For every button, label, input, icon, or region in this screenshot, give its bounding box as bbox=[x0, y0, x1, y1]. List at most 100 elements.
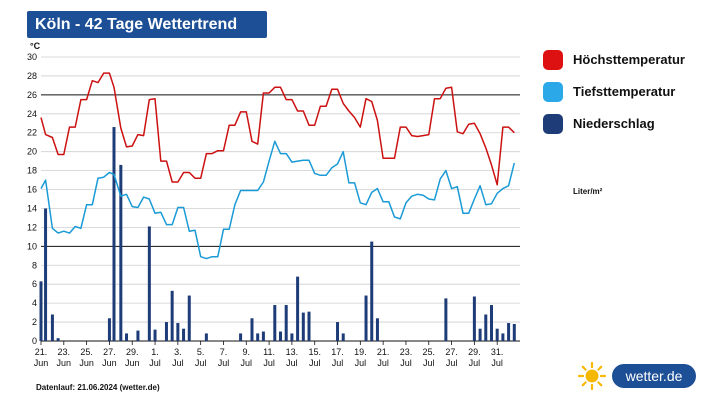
sun-icon bbox=[577, 361, 607, 391]
x-tick-label-day: 9. bbox=[243, 347, 251, 357]
legend-item-max-temp: Höchsttemperatur bbox=[543, 50, 713, 82]
legend-label-max-temp: Höchsttemperatur bbox=[573, 52, 685, 67]
legend-label-min-temp: Tiefsttemperatur bbox=[573, 84, 676, 99]
precipitation-bar bbox=[489, 305, 493, 341]
x-tick-label-day: 21. bbox=[35, 347, 48, 357]
x-tick-label-day: 1. bbox=[151, 347, 159, 357]
precipitation-bar bbox=[290, 333, 294, 341]
y-tick-label: 30 bbox=[27, 52, 37, 62]
precipitation-bar bbox=[44, 208, 48, 341]
precipitation-bar bbox=[170, 290, 174, 341]
precipitation-bar bbox=[119, 164, 123, 341]
x-tick-label-month: Jun bbox=[102, 358, 117, 368]
precipitation-bar bbox=[370, 241, 374, 341]
precipitation-bar bbox=[56, 338, 60, 341]
precipitation-bar bbox=[273, 305, 277, 341]
precipitation-bar bbox=[176, 323, 180, 341]
x-tick-label-day: 29. bbox=[468, 347, 481, 357]
min-temperature-line bbox=[40, 140, 516, 260]
x-tick-label-day: 23. bbox=[400, 347, 413, 357]
x-tick-label-month: Jul bbox=[263, 358, 275, 368]
y-tick-label: 4 bbox=[32, 298, 37, 308]
x-tick-label-day: 27. bbox=[445, 347, 458, 357]
x-tick-label-month: Jul bbox=[286, 358, 298, 368]
x-tick-label-month: Jun bbox=[34, 358, 49, 368]
y-tick-label: 12 bbox=[27, 222, 37, 232]
x-tick-label-month: Jun bbox=[79, 358, 94, 368]
x-tick-label-month: Jul bbox=[332, 358, 344, 368]
x-tick-label-month: Jul bbox=[469, 358, 481, 368]
precipitation-bar bbox=[444, 298, 448, 341]
x-tick-label-day: 15. bbox=[308, 347, 321, 357]
x-tick-label-month: Jul bbox=[195, 358, 207, 368]
precipitation-bar bbox=[147, 226, 151, 341]
y-tick-label: 6 bbox=[32, 279, 37, 289]
y-tick-label: 8 bbox=[32, 260, 37, 270]
y-tick-label: 16 bbox=[27, 185, 37, 195]
x-tick-label-day: 25. bbox=[80, 347, 93, 357]
precipitation-bar bbox=[256, 333, 260, 341]
x-tick-label-day: 29. bbox=[126, 347, 139, 357]
data-source-footer: Datenlauf: 21.06.2024 (wetter.de) bbox=[36, 383, 160, 392]
x-tick-label-month: Jul bbox=[309, 358, 321, 368]
precipitation-bar bbox=[39, 281, 43, 341]
logo-text: wetter.de bbox=[612, 364, 696, 388]
legend-unit-label: Liter/m² bbox=[573, 187, 603, 196]
x-tick-label-day: 19. bbox=[354, 347, 367, 357]
precipitation-bar bbox=[107, 318, 111, 341]
precipitation-bar bbox=[204, 333, 208, 341]
x-tick-label-month: Jul bbox=[377, 358, 389, 368]
x-tick-label-month: Jul bbox=[218, 358, 230, 368]
precipitation-bar bbox=[284, 305, 288, 341]
precipitation-bar bbox=[136, 330, 140, 341]
x-tick-label-month: Jun bbox=[125, 358, 140, 368]
legend-label-precipitation: Niederschlag bbox=[573, 116, 655, 131]
precipitation-bar bbox=[307, 311, 311, 341]
precipitation-bar bbox=[187, 295, 191, 341]
x-tick-label-day: 23. bbox=[58, 347, 71, 357]
precipitation-bar bbox=[507, 323, 511, 341]
precipitation-bar bbox=[112, 127, 116, 341]
y-tick-label: 26 bbox=[27, 90, 37, 100]
precipitation-bar bbox=[495, 328, 499, 341]
precipitation-bar bbox=[501, 333, 505, 341]
y-tick-label: 14 bbox=[27, 203, 37, 213]
precipitation-bar bbox=[336, 322, 340, 341]
precipitation-bar bbox=[341, 333, 345, 341]
y-tick-label: 0 bbox=[32, 336, 37, 346]
x-tick-label-day: 11. bbox=[263, 347, 275, 357]
precipitation-bar bbox=[279, 331, 282, 341]
y-tick-label: 28 bbox=[27, 71, 37, 81]
precipitation-bar bbox=[484, 314, 488, 341]
y-tick-label: 18 bbox=[27, 166, 37, 176]
y-tick-label: 22 bbox=[27, 128, 37, 138]
precipitation-bar bbox=[250, 318, 254, 341]
legend-swatch-max-temp bbox=[543, 50, 563, 70]
x-tick-label-day: 25. bbox=[423, 347, 436, 357]
precipitation-bar bbox=[478, 328, 482, 341]
x-tick-label-month: Jul bbox=[355, 358, 367, 368]
x-tick-label-day: 27. bbox=[103, 347, 116, 357]
x-tick-label-day: 5. bbox=[197, 347, 205, 357]
precipitation-bar bbox=[296, 276, 300, 341]
precipitation-bar bbox=[125, 333, 129, 341]
precipitation-bar bbox=[364, 295, 368, 341]
legend-item-min-temp: Tiefsttemperatur bbox=[543, 82, 713, 114]
y-tick-label: 10 bbox=[27, 241, 37, 251]
x-tick-label-day: 21. bbox=[377, 347, 390, 357]
page-title: Köln - 42 Tage Wettertrend bbox=[27, 11, 267, 38]
y-axis-unit: °C bbox=[30, 41, 41, 51]
precipitation-bar bbox=[239, 333, 243, 341]
x-tick-label-month: Jul bbox=[241, 358, 253, 368]
x-tick-label-month: Jul bbox=[400, 358, 412, 368]
x-tick-label-day: 3. bbox=[174, 347, 182, 357]
wetter-logo[interactable]: wetter.de bbox=[577, 361, 697, 391]
x-tick-label-month: Jul bbox=[423, 358, 435, 368]
x-tick-label-month: Jul bbox=[446, 358, 458, 368]
precipitation-bar bbox=[164, 322, 168, 341]
x-tick-label-day: 31. bbox=[491, 347, 504, 357]
precipitation-bar bbox=[182, 328, 186, 341]
y-tick-label: 24 bbox=[27, 109, 37, 119]
x-tick-label-day: 13. bbox=[286, 347, 299, 357]
precipitation-bar bbox=[301, 312, 305, 341]
